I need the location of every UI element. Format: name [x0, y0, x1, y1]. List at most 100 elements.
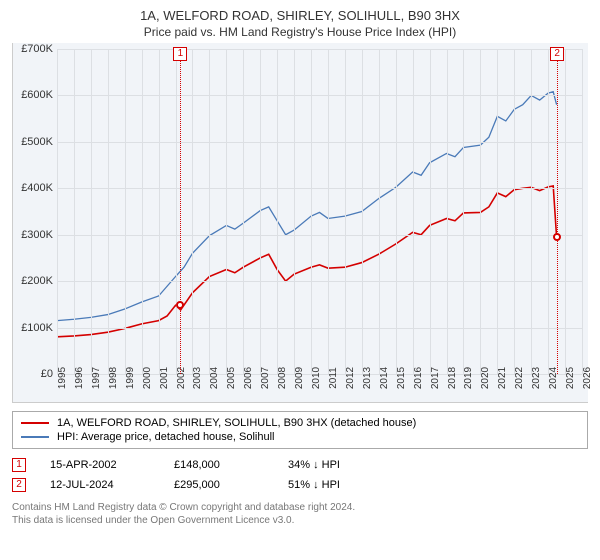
gridline-v — [514, 49, 515, 374]
marker-box: 2 — [550, 47, 564, 61]
x-axis-label: 2018 — [447, 367, 458, 389]
x-axis-label: 2019 — [463, 367, 474, 389]
gridline-v — [176, 49, 177, 374]
gridline-v — [430, 49, 431, 374]
gridline-v — [108, 49, 109, 374]
marker-number-box: 1 — [12, 458, 26, 472]
gridline-v — [294, 49, 295, 374]
marker-dot — [176, 301, 184, 309]
marker-date: 12-JUL-2024 — [50, 479, 150, 491]
x-axis-label: 2026 — [582, 367, 593, 389]
gridline-v — [159, 49, 160, 374]
title-block: 1A, WELFORD ROAD, SHIRLEY, SOLIHULL, B90… — [12, 8, 588, 39]
marker-detail-table: 115-APR-2002£148,00034% ↓ HPI212-JUL-202… — [12, 455, 588, 495]
x-axis-label: 2003 — [192, 367, 203, 389]
gridline-v — [582, 49, 583, 374]
chart-title-line1: 1A, WELFORD ROAD, SHIRLEY, SOLIHULL, B90… — [12, 8, 588, 23]
marker-refline — [557, 49, 558, 374]
license-text: Contains HM Land Registry data © Crown c… — [12, 501, 588, 527]
x-axis-label: 2005 — [226, 367, 237, 389]
x-axis-label: 2015 — [396, 367, 407, 389]
gridline-v — [311, 49, 312, 374]
plot-area: £0 £100K £200K £300K £400K £500K £600K £700K 199… — [12, 43, 588, 403]
gridline-h — [57, 49, 582, 50]
legend-swatch — [21, 436, 49, 438]
gridline-h — [57, 235, 582, 236]
marker-detail-row: 115-APR-2002£148,00034% ↓ HPI — [12, 455, 588, 475]
x-axis-label: 2011 — [328, 367, 339, 389]
legend-row: HPI: Average price, detached house, Soli… — [21, 430, 579, 444]
marker-price: £295,000 — [174, 479, 264, 491]
x-axis-label: 2006 — [243, 367, 254, 389]
x-axis-label: 2021 — [497, 367, 508, 389]
gridline-v — [226, 49, 227, 374]
marker-number-box: 2 — [12, 478, 26, 492]
gridline-h — [57, 328, 582, 329]
gridline-v — [192, 49, 193, 374]
line-chart-svg — [57, 49, 582, 374]
x-axis-label: 2025 — [565, 367, 576, 389]
y-axis-label: £400K — [21, 182, 53, 194]
gridline-v — [260, 49, 261, 374]
y-axis-label: £500K — [21, 136, 53, 148]
x-axis-label: 2000 — [142, 367, 153, 389]
gridline-v — [447, 49, 448, 374]
chart-container: 1A, WELFORD ROAD, SHIRLEY, SOLIHULL, B90… — [0, 0, 600, 560]
legend: 1A, WELFORD ROAD, SHIRLEY, SOLIHULL, B90… — [12, 411, 588, 449]
x-axis-label: 1997 — [91, 367, 102, 389]
gridline-v — [91, 49, 92, 374]
gridline-v — [243, 49, 244, 374]
y-axis-label: £300K — [21, 229, 53, 241]
legend-label: HPI: Average price, detached house, Soli… — [57, 431, 275, 443]
x-axis-label: 1996 — [74, 367, 85, 389]
plot-inner: £0£100K£200K£300K£400K£500K£600K£700K199… — [57, 49, 582, 374]
marker-box: 1 — [173, 47, 187, 61]
gridline-v — [328, 49, 329, 374]
gridline-v — [463, 49, 464, 374]
y-axis-label: £700K — [21, 43, 53, 55]
x-axis-label: 2010 — [311, 367, 322, 389]
gridline-v — [531, 49, 532, 374]
gridline-v — [379, 49, 380, 374]
marker-dot — [553, 233, 561, 241]
marker-detail-row: 2 12-JUL-2024 £295,000 51% ↓ HPI — [12, 475, 588, 495]
marker-price: £148,000 — [174, 459, 264, 471]
gridline-h — [57, 281, 582, 282]
legend-swatch — [21, 422, 49, 424]
gridline-v — [209, 49, 210, 374]
marker-delta: 34% ↓ HPI — [288, 459, 340, 471]
gridline-h — [57, 188, 582, 189]
y-axis-label: £0 — [41, 368, 53, 380]
x-axis-label: 2008 — [277, 367, 288, 389]
x-axis-label: 1998 — [108, 367, 119, 389]
x-axis-label: 2013 — [362, 367, 373, 389]
gridline-v — [142, 49, 143, 374]
gridline-v — [413, 49, 414, 374]
gridline-v — [125, 49, 126, 374]
gridline-v — [74, 49, 75, 374]
license-line2: This data is licensed under the Open Gov… — [12, 514, 588, 527]
x-axis-label: 1999 — [125, 367, 136, 389]
y-axis-label: £600K — [21, 89, 53, 101]
gridline-v — [277, 49, 278, 374]
y-axis-label: £100K — [21, 322, 53, 334]
y-axis-label: £200K — [21, 275, 53, 287]
gridline-v — [345, 49, 346, 374]
marker-refline — [180, 49, 181, 374]
x-axis-label: 2023 — [531, 367, 542, 389]
x-axis-label: 2017 — [430, 367, 441, 389]
x-axis-label: 2016 — [413, 367, 424, 389]
x-axis-label: 1995 — [57, 367, 68, 389]
gridline-v — [480, 49, 481, 374]
gridline-h — [57, 142, 582, 143]
x-axis-label: 2004 — [209, 367, 220, 389]
gridline-v — [362, 49, 363, 374]
legend-label: 1A, WELFORD ROAD, SHIRLEY, SOLIHULL, B90… — [57, 417, 416, 429]
license-line1: Contains HM Land Registry data © Crown c… — [12, 501, 588, 514]
x-axis-label: 2007 — [260, 367, 271, 389]
x-axis-label: 2022 — [514, 367, 525, 389]
gridline-v — [497, 49, 498, 374]
x-axis-label: 2012 — [345, 367, 356, 389]
gridline-h — [57, 95, 582, 96]
marker-delta: 51% ↓ HPI — [288, 479, 340, 491]
